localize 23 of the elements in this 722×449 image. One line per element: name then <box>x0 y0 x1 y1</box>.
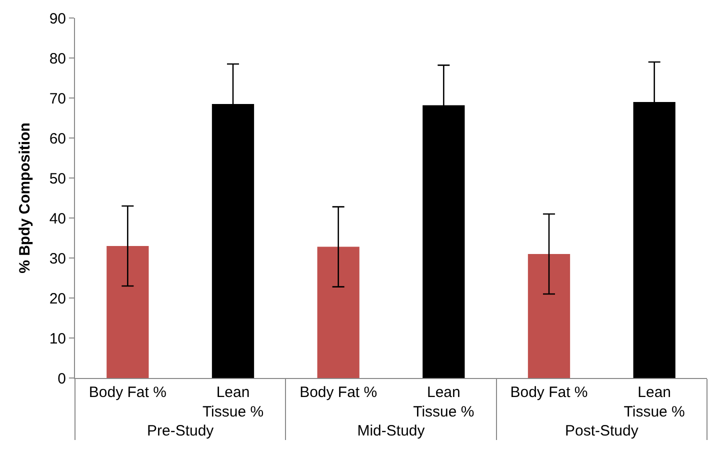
y-tick-label: 40 <box>49 210 66 228</box>
y-tick-label: 90 <box>49 10 66 28</box>
bar <box>528 254 570 378</box>
text: Post-Study <box>564 422 639 440</box>
y-tick-label: 50 <box>49 170 66 188</box>
y-tick-label: 10 <box>49 330 66 348</box>
x-tick-label: Body Fat % <box>88 384 166 401</box>
text: Pre-Study <box>146 422 214 440</box>
x-tick-label: Lean Tissue % <box>202 384 264 420</box>
x-tick-label: Lean Tissue % <box>413 384 474 420</box>
y-tick-label: 20 <box>49 290 66 308</box>
y-tick-label: 80 <box>49 50 66 68</box>
bar <box>106 246 149 378</box>
bar <box>317 246 360 378</box>
text: Mid-Study <box>357 422 426 440</box>
y-tick-label: 0 <box>58 370 66 388</box>
y-tick-label: 30 <box>49 250 66 268</box>
y-tick-label: 60 <box>49 130 66 148</box>
x-tick-label: Body Fat % <box>510 384 588 401</box>
y-axis-title: % Bpdy Composition <box>16 122 34 274</box>
x-tick-label: Body Fat % <box>300 384 378 401</box>
x-tick-label: Lean Tissue % <box>624 384 685 420</box>
y-tick-label: 70 <box>49 90 66 108</box>
